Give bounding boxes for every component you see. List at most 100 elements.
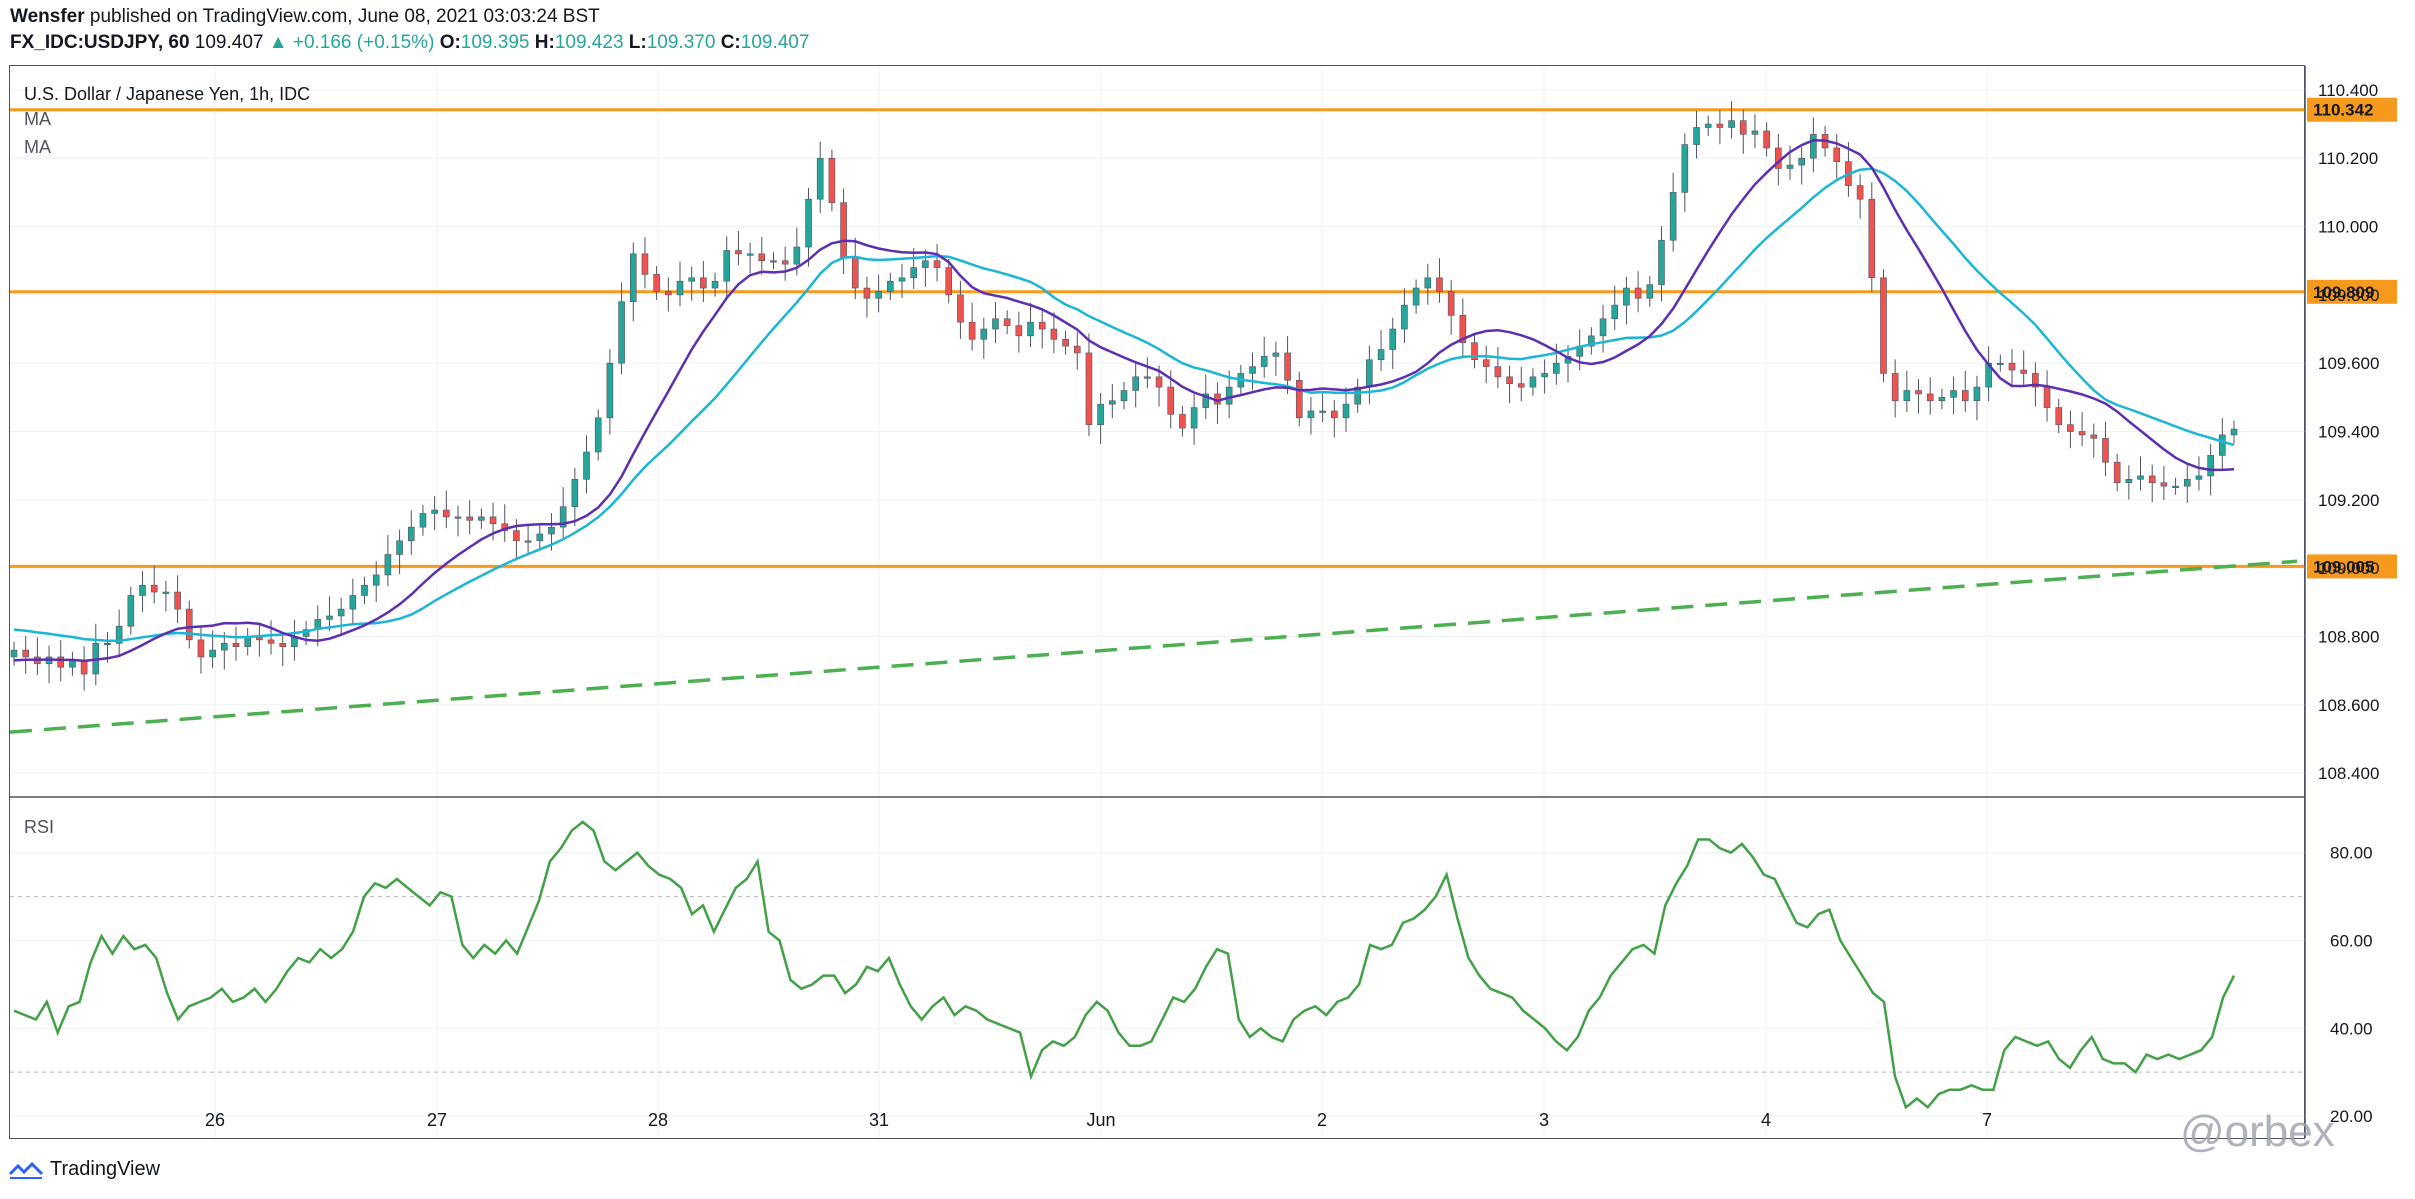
candle-body: [1903, 390, 1911, 402]
candle-body: [162, 591, 170, 594]
symbol-name: FX_IDC:USDJPY, 60: [10, 32, 190, 53]
candle-body: [431, 509, 438, 514]
legend-ma2[interactable]: MA: [24, 137, 51, 157]
candle-body: [1623, 287, 1630, 306]
candle-body: [2125, 479, 2133, 484]
candle-body: [2148, 475, 2156, 484]
candle-body: [606, 362, 614, 419]
triangle-up-icon: ▲: [268, 32, 288, 53]
tradingview-logo-icon: [8, 1161, 44, 1179]
x-tick-label: 27: [427, 1110, 447, 1130]
candle-body: [781, 260, 789, 265]
candle-body: [1027, 321, 1034, 337]
candle-body: [793, 246, 801, 265]
candle-body: [875, 291, 882, 299]
candle-body: [594, 417, 602, 453]
candle-body: [1856, 185, 1864, 200]
rsi-line: [13, 820, 2236, 1110]
candle-body: [1553, 362, 1560, 374]
candle-body: [2032, 373, 2039, 388]
trendline-path: [9, 559, 2298, 734]
candle-body: [1471, 342, 1478, 361]
candle-body: [2160, 482, 2168, 487]
candle-body: [1342, 403, 1350, 419]
moving-averages: [13, 139, 2235, 663]
candle-body: [2008, 362, 2016, 371]
candle-body: [1693, 127, 1700, 145]
candle-body: [1144, 376, 1151, 379]
x-tick-label: 2: [1317, 1110, 1327, 1130]
candle-body: [641, 253, 649, 275]
candle-body: [1354, 386, 1361, 405]
candle-body: [104, 642, 111, 646]
candle-body: [548, 526, 555, 535]
candle-body: [957, 294, 964, 323]
candle-body: [1202, 393, 1210, 408]
x-tick-label: 7: [1982, 1110, 1992, 1130]
footer-brand-text: TradingView: [50, 1158, 161, 1180]
candle-body: [1599, 318, 1607, 337]
candle-body: [1132, 376, 1139, 391]
candle-body: [337, 608, 345, 617]
y-tick-label: 110.200: [2318, 149, 2378, 168]
candle-body: [980, 328, 988, 340]
rsi-tick-label: 40.00: [2330, 1019, 2373, 1038]
close-value: 109.407: [740, 32, 810, 53]
y-tick-label: 110.000: [2318, 218, 2378, 237]
candle-body: [57, 656, 65, 668]
rsi-legend[interactable]: RSI: [24, 817, 54, 837]
candle-body: [1868, 198, 1876, 279]
x-tick-label: Jun: [1086, 1110, 1115, 1130]
level-label-box: [2307, 554, 2397, 579]
candle-body: [221, 642, 228, 651]
author-name[interactable]: Wensfer: [10, 6, 85, 27]
legend-ma1[interactable]: MA: [24, 109, 51, 129]
candle-body: [922, 260, 929, 268]
candle-body: [1307, 410, 1315, 419]
x-tick-label: 26: [205, 1110, 225, 1130]
low-label: L:: [628, 32, 647, 53]
candle-body: [478, 516, 485, 521]
candle-body: [2020, 369, 2027, 374]
candle-body: [629, 253, 637, 302]
ma-fast-line: [13, 139, 2235, 663]
candle-body: [10, 649, 18, 658]
open-label: O:: [439, 32, 461, 53]
candle-body: [1447, 291, 1455, 316]
candle-body: [898, 277, 906, 282]
candle-body: [910, 267, 917, 279]
publish-info: Wensfer published on TradingView.com, Ju…: [10, 6, 600, 28]
candle-body: [1529, 376, 1537, 388]
candle-body: [1436, 277, 1443, 292]
price-change: +0.166 (+0.15%): [292, 32, 435, 53]
grid-lines: [10, 66, 2305, 1138]
candle-body: [1728, 120, 1735, 128]
candle-body: [583, 451, 590, 480]
candle-body: [653, 274, 660, 292]
candle-body: [851, 256, 859, 289]
x-tick-label: 28: [648, 1110, 668, 1130]
candle-body: [2055, 407, 2063, 425]
candle-body: [828, 157, 836, 203]
rsi-tick-label: 80.00: [2330, 844, 2373, 863]
candle-body: [559, 506, 567, 528]
last-price: 109.407: [194, 32, 264, 53]
candle-body: [372, 574, 380, 586]
x-tick-label: 31: [869, 1110, 889, 1130]
candle-body: [1646, 284, 1654, 299]
candle-body: [80, 660, 88, 675]
candle-body: [197, 639, 205, 658]
candle-body: [127, 595, 135, 627]
y-tick-label: 109.400: [2318, 423, 2379, 442]
candle-body: [2207, 455, 2214, 477]
candle-body: [2078, 431, 2086, 436]
candle-body: [1833, 147, 1841, 162]
footer-brand[interactable]: TradingView: [8, 1158, 160, 1181]
candle-body: [1541, 373, 1548, 378]
candle-body: [1961, 390, 1969, 402]
candle-body: [723, 250, 731, 282]
candle-body: [1938, 397, 1946, 402]
candle-body: [174, 591, 181, 610]
candle-body: [1179, 414, 1186, 429]
